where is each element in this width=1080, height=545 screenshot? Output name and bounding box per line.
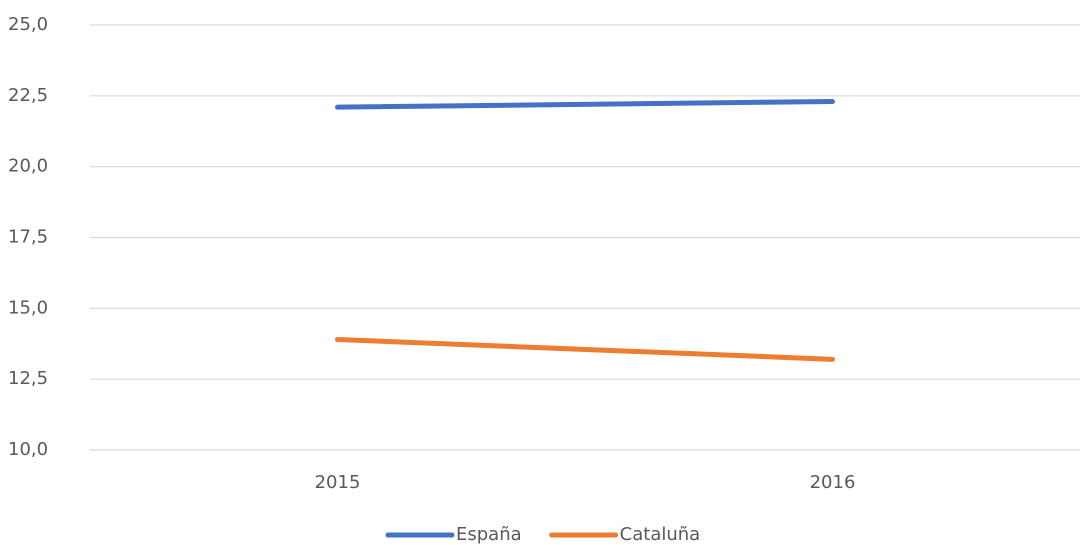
- y-tick-label: 12,5: [8, 368, 48, 389]
- x-tick-label: 2016: [810, 472, 856, 493]
- legend-label: Cataluña: [620, 524, 701, 545]
- y-tick-label: 17,5: [8, 227, 48, 248]
- series-line: [335, 99, 835, 110]
- y-tick-label: 20,0: [8, 156, 48, 177]
- y-tick-label: 15,0: [8, 297, 48, 318]
- y-tick-label: 10,0: [8, 439, 48, 460]
- x-tick-label: 2015: [315, 472, 361, 493]
- y-tick-label: 25,0: [8, 14, 48, 35]
- y-tick-label: 22,5: [8, 85, 48, 106]
- series-line: [335, 337, 835, 362]
- legend-label: España: [456, 524, 522, 545]
